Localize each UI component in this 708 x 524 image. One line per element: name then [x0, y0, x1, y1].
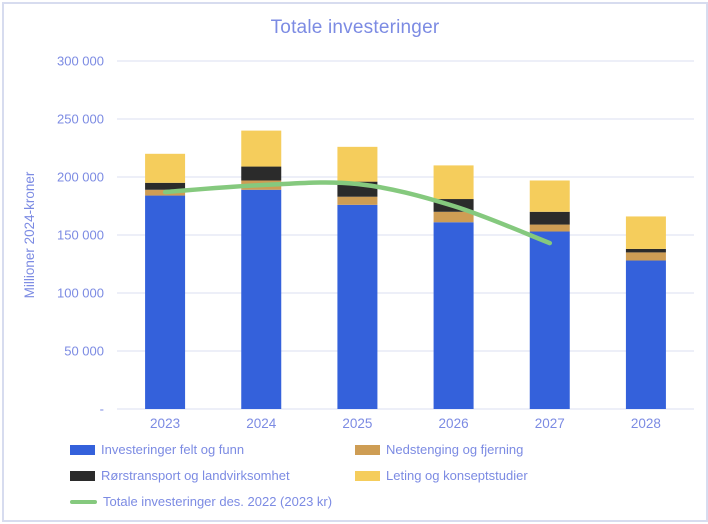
bar-segment-2027 [529, 224, 570, 232]
legend-item: Investeringer felt og funn [70, 442, 355, 457]
bar-segment-2023 [145, 182, 186, 190]
y-tick-label: 300 000 [57, 54, 104, 69]
bar-segment-2027 [529, 211, 570, 225]
legend-color-swatch [355, 444, 380, 455]
legend-item: Totale investeringer des. 2022 (2023 kr) [70, 494, 355, 509]
y-tick-label: 100 000 [57, 286, 104, 301]
bar-segment-2027 [529, 231, 570, 409]
trend-line [162, 180, 553, 246]
legend-color-swatch [70, 444, 95, 455]
x-tick-label: 2026 [439, 416, 469, 431]
x-tick-label: 2024 [246, 416, 277, 431]
legend-item: Rørstransport og landvirksomhet [70, 468, 355, 483]
bar-segment-2026 [433, 222, 474, 409]
bar-segment-2026 [433, 165, 474, 200]
bar-segment-2023 [145, 195, 186, 409]
x-tick-label: 2025 [342, 416, 372, 431]
legend: Investeringer felt og funn Nedstenging og… [70, 442, 528, 509]
legend-label: Leting og konseptstudier [386, 468, 528, 483]
bar-segment-2024 [241, 166, 282, 181]
y-axis-title: Millioner 2024-kroner [22, 171, 37, 298]
y-tick-label: 150 000 [57, 228, 104, 243]
bar-segment-2024 [241, 130, 282, 167]
legend-label: Rørstransport og landvirksomhet [101, 468, 290, 483]
bar-segment-2028 [625, 248, 666, 253]
bar-segment-2026 [433, 211, 474, 223]
bar-segment-2025 [337, 204, 378, 409]
chart-title: Totale investeringer [270, 17, 440, 38]
legend-color-swatch [70, 470, 95, 481]
legend-line-swatch [70, 499, 97, 504]
legend-label: Totale investeringer des. 2022 (2023 kr) [103, 494, 333, 509]
bar-segment-2025 [337, 196, 378, 205]
bar-segment-2023 [145, 153, 186, 183]
legend-item: Leting og konseptstudier [355, 468, 528, 483]
bar-segment-2028 [625, 260, 666, 409]
plot-area: - 50 000 100 000 150 000 200 000 250 000 300 0… [22, 54, 694, 431]
y-tick-label: 250 000 [57, 112, 104, 127]
y-tick-label: 50 000 [64, 344, 104, 359]
y-tick-label: 200 000 [57, 170, 104, 185]
y-tick-label: - [100, 402, 104, 417]
bar-segment-2025 [337, 146, 378, 182]
bar-segment-2028 [625, 252, 666, 261]
x-tick-label: 2028 [631, 416, 661, 431]
bar-segment-2027 [529, 180, 570, 212]
legend-color-swatch [355, 470, 380, 481]
legend-item: Nedstenging og fjerning [355, 442, 528, 457]
legend-label: Nedstenging og fjerning [386, 442, 524, 457]
x-tick-label: 2027 [535, 416, 565, 431]
bar-segment-2024 [241, 189, 282, 409]
legend-label: Investeringer felt og funn [101, 442, 245, 457]
bar-segment-2028 [625, 216, 666, 249]
x-tick-label: 2023 [150, 416, 180, 431]
